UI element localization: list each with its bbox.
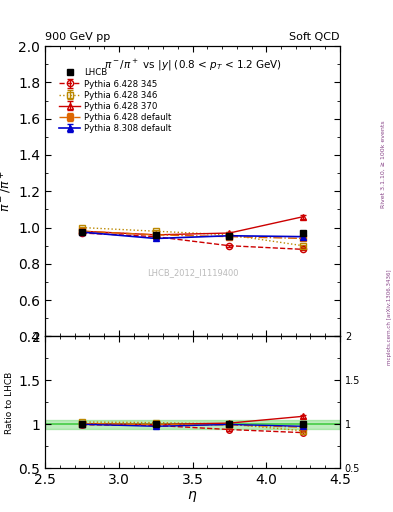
Legend: LHCB, Pythia 6.428 345, Pythia 6.428 346, Pythia 6.428 370, Pythia 6.428 default: LHCB, Pythia 6.428 345, Pythia 6.428 346… (55, 65, 174, 137)
X-axis label: $\eta$: $\eta$ (187, 489, 198, 504)
Text: 900 GeV pp: 900 GeV pp (45, 32, 110, 42)
Text: LHCB_2012_I1119400: LHCB_2012_I1119400 (147, 268, 238, 277)
Bar (45, 420, 340, 429)
Text: Soft QCD: Soft QCD (290, 32, 340, 42)
Text: $\pi^-/\pi^+$ vs $|y|$ (0.8 < $p_T$ < 1.2 GeV): $\pi^-/\pi^+$ vs $|y|$ (0.8 < $p_T$ < 1.… (104, 58, 281, 73)
Text: Rivet 3.1.10, ≥ 100k events: Rivet 3.1.10, ≥ 100k events (381, 120, 386, 208)
Y-axis label: $\pi^-/\pi^+$: $\pi^-/\pi^+$ (0, 170, 14, 212)
Text: mcplots.cern.ch [arXiv:1306.3436]: mcplots.cern.ch [arXiv:1306.3436] (387, 270, 392, 365)
Y-axis label: Ratio to LHCB: Ratio to LHCB (5, 371, 14, 434)
